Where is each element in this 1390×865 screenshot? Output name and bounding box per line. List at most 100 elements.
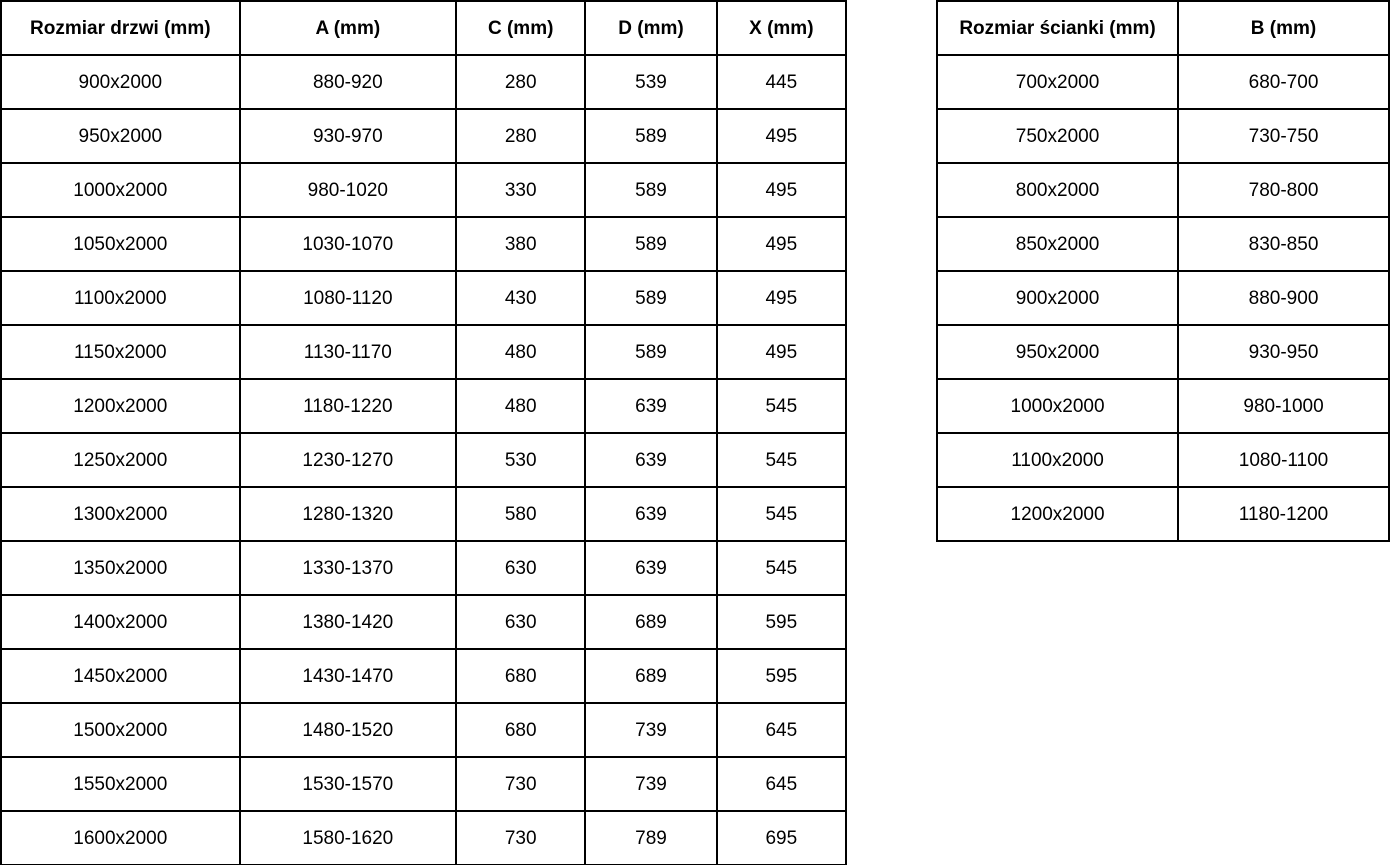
column-header: C (mm)	[455, 0, 587, 56]
table-cell: 1000x2000	[0, 162, 241, 218]
table-cell: 1380-1420	[238, 594, 458, 650]
table-cell: 880-920	[238, 54, 458, 110]
table-row: 750x2000 730-750	[935, 108, 1390, 164]
table-cell: 980-1000	[1177, 378, 1390, 434]
table-cell: 789	[584, 810, 718, 865]
table-cell: 639	[584, 378, 718, 434]
header-row: Rozmiar drzwi (mm) A (mm) C (mm) D (mm) X (m…	[0, 0, 848, 56]
table-cell: 1100x2000	[0, 270, 241, 326]
table-cell: 900x2000	[935, 270, 1180, 326]
table-row: 700x2000 680-700	[935, 54, 1390, 110]
header-row: Rozmiar ścianki (mm) B (mm)	[935, 0, 1390, 56]
table-cell: 589	[584, 162, 718, 218]
table-cell: 950x2000	[935, 324, 1180, 380]
table-cell: 730	[455, 756, 587, 812]
table-cell: 930-950	[1177, 324, 1390, 380]
table-cell: 1180-1200	[1177, 486, 1390, 542]
column-header: Rozmiar ścianki (mm)	[935, 0, 1180, 56]
table-row: 1250x2000 1230-1270 530 639 545	[0, 432, 848, 488]
table-row: 1100x2000 1080-1120 430 589 495	[0, 270, 848, 326]
table-cell: 1130-1170	[238, 324, 458, 380]
table-cell: 680	[455, 648, 587, 704]
table-cell: 1200x2000	[935, 486, 1180, 542]
table-cell: 800x2000	[935, 162, 1180, 218]
table-cell: 480	[455, 324, 587, 380]
table-cell: 639	[584, 486, 718, 542]
table-cell: 1080-1100	[1177, 432, 1390, 488]
table-cell: 830-850	[1177, 216, 1390, 272]
table-row: 900x2000 880-900	[935, 270, 1390, 326]
table-cell: 330	[455, 162, 587, 218]
table-cell: 430	[455, 270, 587, 326]
table-cell: 739	[584, 756, 718, 812]
column-header: D (mm)	[584, 0, 718, 56]
table-cell: 680	[455, 702, 587, 758]
table-row: 1200x2000 1180-1220 480 639 545	[0, 378, 848, 434]
table-cell: 280	[455, 108, 587, 164]
table-cell: 950x2000	[0, 108, 241, 164]
table-cell: 695	[715, 810, 848, 865]
table-cell: 680-700	[1177, 54, 1390, 110]
table-cell: 850x2000	[935, 216, 1180, 272]
table-cell: 445	[715, 54, 848, 110]
table-cell: 1350x2000	[0, 540, 241, 596]
table-cell: 1030-1070	[238, 216, 458, 272]
table-cell: 595	[715, 648, 848, 704]
table-cell: 1400x2000	[0, 594, 241, 650]
table-row: 1500x2000 1480-1520 680 739 645	[0, 702, 848, 758]
table-row: 1550x2000 1530-1570 730 739 645	[0, 756, 848, 812]
table-cell: 930-970	[238, 108, 458, 164]
table-cell: 545	[715, 378, 848, 434]
table-cell: 539	[584, 54, 718, 110]
table-cell: 900x2000	[0, 54, 241, 110]
table-cell: 1580-1620	[238, 810, 458, 865]
table-cell: 1250x2000	[0, 432, 241, 488]
table-row: 850x2000 830-850	[935, 216, 1390, 272]
table-row: 1050x2000 1030-1070 380 589 495	[0, 216, 848, 272]
table-cell: 1200x2000	[0, 378, 241, 434]
column-header: B (mm)	[1177, 0, 1390, 56]
table-cell: 1100x2000	[935, 432, 1180, 488]
table-cell: 1530-1570	[238, 756, 458, 812]
table-cell: 1300x2000	[0, 486, 241, 542]
table-cell: 980-1020	[238, 162, 458, 218]
table-cell: 495	[715, 216, 848, 272]
table-cell: 1600x2000	[0, 810, 241, 865]
column-header: Rozmiar drzwi (mm)	[0, 0, 241, 56]
table-cell: 545	[715, 432, 848, 488]
table-cell: 280	[455, 54, 587, 110]
table-row: 1350x2000 1330-1370 630 639 545	[0, 540, 848, 596]
table-cell: 645	[715, 702, 848, 758]
table-cell: 689	[584, 594, 718, 650]
table-cell: 639	[584, 432, 718, 488]
table-cell: 1230-1270	[238, 432, 458, 488]
table-cell: 780-800	[1177, 162, 1390, 218]
wall-sizes-table: Rozmiar ścianki (mm) B (mm) 700x2000 680-70…	[935, 0, 1390, 542]
table-row: 1600x2000 1580-1620 730 789 695	[0, 810, 848, 865]
table-cell: 530	[455, 432, 587, 488]
table-row: 1150x2000 1130-1170 480 589 495	[0, 324, 848, 380]
table-cell: 580	[455, 486, 587, 542]
table-cell: 730-750	[1177, 108, 1390, 164]
door-sizes-table: Rozmiar drzwi (mm) A (mm) C (mm) D (mm) X (m…	[0, 0, 848, 865]
table-cell: 630	[455, 594, 587, 650]
table-row: 1200x2000 1180-1200	[935, 486, 1390, 542]
table-cell: 495	[715, 270, 848, 326]
table-row: 1400x2000 1380-1420 630 689 595	[0, 594, 848, 650]
table-row: 950x2000 930-970 280 589 495	[0, 108, 848, 164]
table-row: 950x2000 930-950	[935, 324, 1390, 380]
table-cell: 1080-1120	[238, 270, 458, 326]
table-cell: 1480-1520	[238, 702, 458, 758]
table-cell: 689	[584, 648, 718, 704]
table-cell: 1050x2000	[0, 216, 241, 272]
table-cell: 1000x2000	[935, 378, 1180, 434]
table-cell: 1150x2000	[0, 324, 241, 380]
table-cell: 1430-1470	[238, 648, 458, 704]
table-cell: 495	[715, 162, 848, 218]
table-cell: 589	[584, 108, 718, 164]
table-cell: 880-900	[1177, 270, 1390, 326]
table-cell: 1500x2000	[0, 702, 241, 758]
table-cell: 495	[715, 324, 848, 380]
table-row: 1000x2000 980-1020 330 589 495	[0, 162, 848, 218]
table-row: 1100x2000 1080-1100	[935, 432, 1390, 488]
